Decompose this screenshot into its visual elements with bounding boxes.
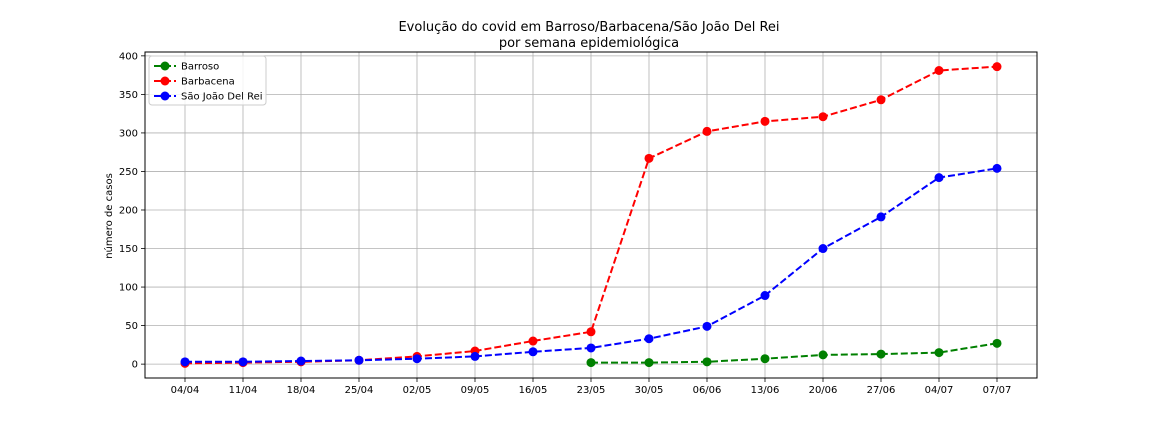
y-axis: 0 50 100 150 200 250 300 350 400	[119, 51, 145, 371]
x-tick-label: 11/04	[229, 385, 258, 396]
data-point	[180, 357, 190, 367]
data-point	[876, 349, 886, 359]
legend-marker	[160, 61, 170, 71]
x-tick-label: 25/04	[345, 385, 374, 396]
legend: Barroso Barbacena São João Del Rei	[148, 55, 267, 106]
data-point	[238, 357, 248, 367]
y-tick-label: 100	[119, 283, 138, 294]
legend-item: Barbacena	[154, 76, 235, 88]
x-tick-label: 06/06	[693, 385, 722, 396]
y-axis-label: número de casos	[103, 173, 115, 259]
series-layer	[180, 62, 1002, 368]
data-point	[934, 65, 944, 75]
data-point	[934, 173, 944, 183]
data-point	[470, 351, 480, 361]
x-tick-label: 23/05	[577, 385, 606, 396]
y-tick-label: 200	[119, 205, 138, 216]
x-tick-label: 18/04	[287, 385, 316, 396]
data-point	[586, 358, 596, 368]
data-point	[818, 244, 828, 254]
x-tick-label: 04/07	[925, 385, 954, 396]
data-point	[876, 95, 886, 105]
data-point	[354, 355, 364, 365]
y-tick-label: 0	[132, 360, 138, 371]
data-point	[760, 116, 770, 126]
series-barroso	[586, 338, 1002, 368]
legend-box	[148, 55, 267, 106]
data-point	[702, 126, 712, 136]
legend-label: São João Del Rei	[181, 92, 263, 103]
x-tick-label: 27/06	[867, 385, 896, 396]
x-tick-label: 09/05	[461, 385, 490, 396]
y-tick-label: 250	[119, 167, 138, 178]
legend-marker	[160, 91, 170, 101]
legend-item: São João Del Rei	[154, 91, 263, 103]
data-point	[876, 212, 886, 222]
data-point	[412, 354, 422, 364]
data-point	[296, 356, 306, 366]
y-tick-label: 300	[119, 128, 138, 139]
data-point	[702, 321, 712, 331]
data-point	[528, 347, 538, 357]
y-tick-label: 50	[125, 321, 138, 332]
series-line	[591, 342, 998, 364]
series-sao-joao-del-rei	[180, 163, 1002, 367]
legend-marker	[160, 76, 170, 86]
x-tick-label: 13/06	[751, 385, 780, 396]
x-tick-label: 02/05	[403, 385, 432, 396]
legend-item: Barroso	[154, 61, 219, 73]
data-point	[586, 327, 596, 337]
chart-title-line1: Evolução do covid em Barroso/Barbacena/S…	[398, 20, 779, 35]
x-tick-label: 16/05	[519, 385, 548, 396]
x-axis: 04/04 11/04 18/04 25/04 02/05 09/05 16/05 23/05…	[171, 378, 1012, 396]
chart-title-line2: por semana epidemiológica	[499, 36, 679, 51]
data-point	[760, 354, 770, 364]
y-tick-label: 350	[119, 90, 138, 101]
data-point	[644, 153, 654, 163]
legend-label: Barbacena	[181, 77, 235, 88]
data-point	[644, 358, 654, 368]
data-point	[992, 62, 1002, 72]
x-tick-label: 07/07	[983, 385, 1012, 396]
data-point	[702, 357, 712, 367]
data-point	[528, 336, 538, 346]
x-tick-label: 20/06	[809, 385, 838, 396]
x-tick-label: 04/04	[171, 385, 200, 396]
data-point	[644, 334, 654, 344]
data-point	[818, 350, 828, 360]
y-tick-label: 400	[119, 51, 138, 62]
data-point	[818, 112, 828, 122]
data-point	[586, 343, 596, 353]
data-point	[992, 163, 1002, 173]
x-tick-label: 30/05	[635, 385, 664, 396]
data-point	[992, 338, 1002, 348]
y-tick-label: 150	[119, 244, 138, 255]
legend-label: Barroso	[181, 62, 219, 73]
data-point	[760, 291, 770, 301]
data-point	[934, 348, 944, 358]
